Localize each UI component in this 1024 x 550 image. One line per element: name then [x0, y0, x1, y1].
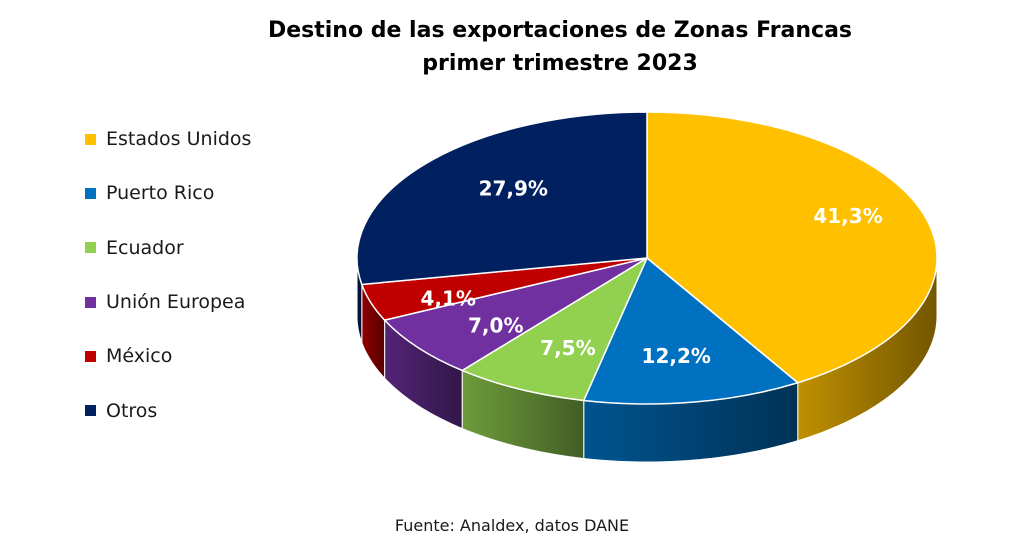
- source-note: Fuente: Analdex, datos DANE: [394, 516, 630, 535]
- pie-slice-estados-unidos: [646, 111, 938, 384]
- title-line-1: Destino de las exportaciones de Zonas Fr…: [267, 18, 853, 43]
- legend-swatch: [85, 350, 96, 362]
- legend-item: México: [85, 329, 251, 383]
- legend-label: Estados Unidos: [106, 128, 252, 151]
- data-label: 7,0%: [468, 314, 523, 338]
- pie-slice-ecuador: [460, 256, 649, 402]
- legend-label: Otros: [106, 399, 158, 422]
- legend-label: Puerto Rico: [106, 182, 215, 205]
- legend-item: Estados Unidos: [85, 112, 251, 166]
- data-label: 12,2%: [642, 344, 711, 368]
- pie-slice-otros: [356, 111, 648, 286]
- legend-swatch: [85, 405, 96, 417]
- legend-swatch: [85, 242, 96, 254]
- legend-item: Unión Europea: [85, 275, 251, 329]
- legend-label: Ecuador: [106, 236, 184, 259]
- data-label: 41,3%: [813, 204, 882, 228]
- legend-swatch: [85, 133, 96, 145]
- data-label: 27,9%: [479, 176, 548, 200]
- legend-label: México: [106, 345, 173, 368]
- data-label: 7,5%: [540, 336, 595, 360]
- legend-item: Ecuador: [85, 221, 251, 275]
- legend-label: Unión Europea: [106, 291, 246, 314]
- legend-swatch: [85, 296, 96, 308]
- data-label: 4,1%: [420, 287, 475, 311]
- legend-item: Puerto Rico: [85, 166, 251, 220]
- pie-slice-puerto-rico: [582, 256, 800, 405]
- legend-swatch: [85, 187, 96, 199]
- title-line-2: primer trimestre 2023: [422, 51, 698, 76]
- pie-slice-unión-europea: [383, 257, 648, 372]
- legend-item: Otros: [85, 383, 251, 437]
- chart-title: Destino de las exportaciones de Zonas Fr…: [200, 14, 920, 80]
- legend: Estados Unidos Puerto Rico Ecuador Unión Eu…: [85, 112, 251, 438]
